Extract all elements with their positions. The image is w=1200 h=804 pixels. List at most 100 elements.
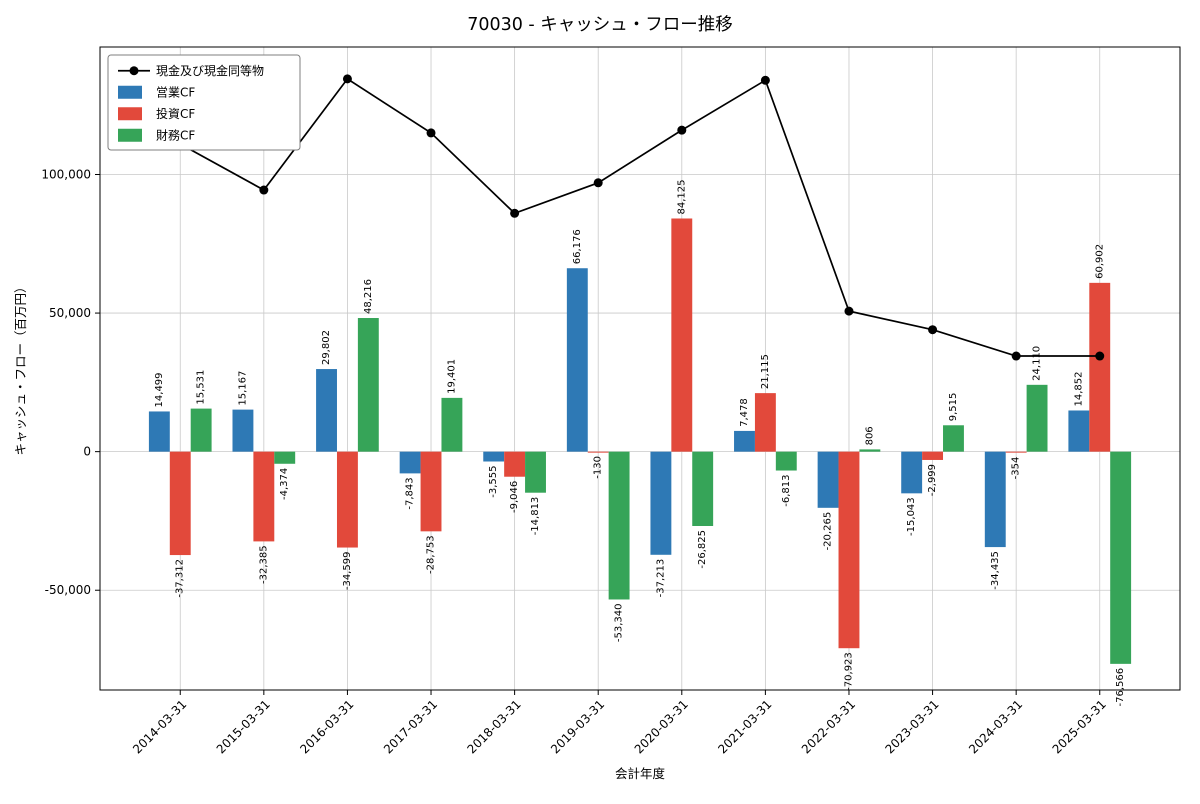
bar-value-label-financing-cf: -4,374 bbox=[279, 468, 290, 500]
x-tick-label: 2021-03-31 bbox=[715, 697, 774, 756]
bar-financing-cf bbox=[775, 451, 797, 471]
legend-patch-investing-cf bbox=[118, 107, 142, 121]
bar-operating-cf bbox=[901, 451, 923, 494]
bar-value-label-operating-cf: 14,852 bbox=[1073, 371, 1084, 406]
bar-operating-cf bbox=[734, 430, 755, 452]
line-marker-cash-and-equivalents bbox=[593, 178, 603, 188]
bar-value-label-operating-cf: 14,499 bbox=[154, 372, 165, 407]
bar-operating-cf bbox=[316, 369, 337, 452]
bar-value-label-investing-cf: -70,923 bbox=[843, 652, 854, 691]
line-cash-and-equivalents bbox=[179, 77, 1100, 357]
bar-value-label-investing-cf: -2,999 bbox=[927, 464, 938, 496]
bar-value-label-financing-cf: -26,825 bbox=[697, 530, 708, 569]
bar-value-label-financing-cf: -14,813 bbox=[530, 497, 541, 536]
x-axis-title: 会計年度 bbox=[615, 766, 666, 781]
x-tick-label: 2018-03-31 bbox=[465, 697, 524, 756]
bar-investing-cf bbox=[253, 451, 275, 542]
bar-investing-cf bbox=[1089, 282, 1111, 452]
bar-financing-cf bbox=[943, 425, 964, 452]
bar-investing-cf bbox=[1005, 451, 1027, 453]
x-tick-label: 2015-03-31 bbox=[214, 697, 273, 756]
bar-value-label-financing-cf: -76,566 bbox=[1115, 668, 1126, 707]
bar-value-label-financing-cf: 806 bbox=[864, 426, 875, 445]
bar-value-label-operating-cf: -3,555 bbox=[488, 465, 499, 497]
bar-value-label-investing-cf: -37,312 bbox=[175, 559, 186, 598]
bar-investing-cf bbox=[504, 451, 526, 477]
line-marker-cash-and-equivalents bbox=[510, 208, 520, 218]
legend-label-investing-cf: 投資CF bbox=[156, 106, 195, 121]
x-tick-label: 2019-03-31 bbox=[548, 697, 607, 756]
bar-financing-cf bbox=[608, 451, 630, 600]
line-marker-cash-and-equivalents bbox=[1095, 351, 1105, 361]
bar-value-label-investing-cf: 21,115 bbox=[760, 354, 771, 389]
bar-value-label-financing-cf: 24,110 bbox=[1032, 346, 1043, 381]
plot-area: 14,499 15,167 29,802 -7,843 -3,555 66,176 -37,… bbox=[41, 46, 1181, 756]
bar-financing-cf bbox=[441, 397, 463, 452]
line-marker-cash-and-equivalents bbox=[760, 75, 770, 85]
legend-label-cash-and-equivalents: 現金及び現金同等物 bbox=[156, 63, 264, 78]
bar-value-label-financing-cf: -53,340 bbox=[614, 603, 625, 642]
y-tick-label: 0 bbox=[83, 445, 91, 459]
bar-value-label-operating-cf: -37,213 bbox=[655, 559, 666, 598]
bar-value-label-investing-cf: -28,753 bbox=[426, 535, 437, 574]
line-marker-cash-and-equivalents bbox=[342, 74, 352, 84]
bar-financing-cf bbox=[525, 451, 546, 493]
bar-value-label-operating-cf: -7,843 bbox=[405, 477, 416, 509]
bar-investing-cf bbox=[754, 393, 776, 452]
plot-frame bbox=[99, 46, 1181, 691]
bar-operating-cf bbox=[1068, 410, 1090, 452]
bar-value-label-investing-cf: -32,385 bbox=[258, 545, 269, 584]
y-tick-label: 100,000 bbox=[41, 167, 91, 181]
bar-operating-cf bbox=[566, 268, 588, 452]
legend-patch-operating-cf bbox=[118, 85, 142, 99]
y-tick-label: 50,000 bbox=[49, 306, 91, 320]
bar-value-label-financing-cf: -6,813 bbox=[781, 475, 792, 507]
bar-investing-cf bbox=[420, 451, 442, 532]
bar-value-label-operating-cf: 15,167 bbox=[237, 371, 248, 406]
x-tick-label: 2020-03-31 bbox=[632, 697, 691, 756]
bar-value-label-investing-cf: 60,902 bbox=[1094, 244, 1105, 279]
y-tick-label: -50,000 bbox=[45, 583, 91, 597]
line-marker-cash-and-equivalents bbox=[928, 325, 938, 335]
bar-operating-cf bbox=[817, 451, 839, 508]
bar-value-label-financing-cf: 48,216 bbox=[363, 279, 374, 314]
bar-investing-cf bbox=[587, 451, 609, 453]
bar-financing-cf bbox=[692, 451, 714, 526]
legend-patch-financing-cf bbox=[118, 128, 142, 142]
x-tick-label: 2022-03-31 bbox=[799, 697, 858, 756]
bar-value-label-financing-cf: 9,515 bbox=[948, 393, 959, 422]
bar-value-label-investing-cf: -130 bbox=[593, 456, 604, 479]
bar-operating-cf bbox=[483, 451, 505, 462]
legend-label-operating-cf: 営業CF bbox=[156, 85, 195, 99]
legend-marker-cash-and-equivalents bbox=[129, 66, 139, 76]
line-marker-cash-and-equivalents bbox=[1011, 351, 1021, 361]
legend-box bbox=[107, 54, 301, 151]
y-axis-title: キャッシュ・フロー（百万円） bbox=[13, 280, 28, 455]
chart-title: 70030 - キャッシュ・フロー推移 bbox=[467, 15, 733, 35]
bar-value-label-financing-cf: 19,401 bbox=[446, 359, 457, 394]
bar-financing-cf bbox=[357, 318, 379, 452]
line-marker-cash-and-equivalents bbox=[259, 185, 269, 195]
bar-value-label-operating-cf: -15,043 bbox=[906, 497, 917, 536]
x-tick-label: 2023-03-31 bbox=[882, 697, 941, 756]
bar-financing-cf bbox=[859, 449, 881, 452]
x-tick-label: 2014-03-31 bbox=[130, 697, 189, 756]
x-tick-label: 2025-03-31 bbox=[1050, 697, 1109, 756]
x-tick-label: 2024-03-31 bbox=[966, 697, 1025, 756]
bar-investing-cf bbox=[838, 451, 860, 649]
bar-value-label-operating-cf: -34,435 bbox=[990, 551, 1001, 590]
bar-investing-cf bbox=[169, 451, 191, 556]
x-tick-label: 2016-03-31 bbox=[297, 697, 356, 756]
plot-background bbox=[100, 47, 1180, 690]
bar-operating-cf bbox=[232, 409, 254, 452]
bar-financing-cf bbox=[190, 408, 212, 452]
line-marker-cash-and-equivalents bbox=[426, 128, 436, 138]
bar-investing-cf bbox=[336, 451, 358, 548]
legend-label-financing-cf: 財務CF bbox=[156, 127, 195, 142]
bar-investing-cf bbox=[671, 218, 693, 452]
bar-operating-cf bbox=[148, 411, 170, 452]
line-marker-cash-and-equivalents bbox=[844, 306, 854, 316]
bar-value-label-financing-cf: 15,531 bbox=[196, 370, 207, 405]
